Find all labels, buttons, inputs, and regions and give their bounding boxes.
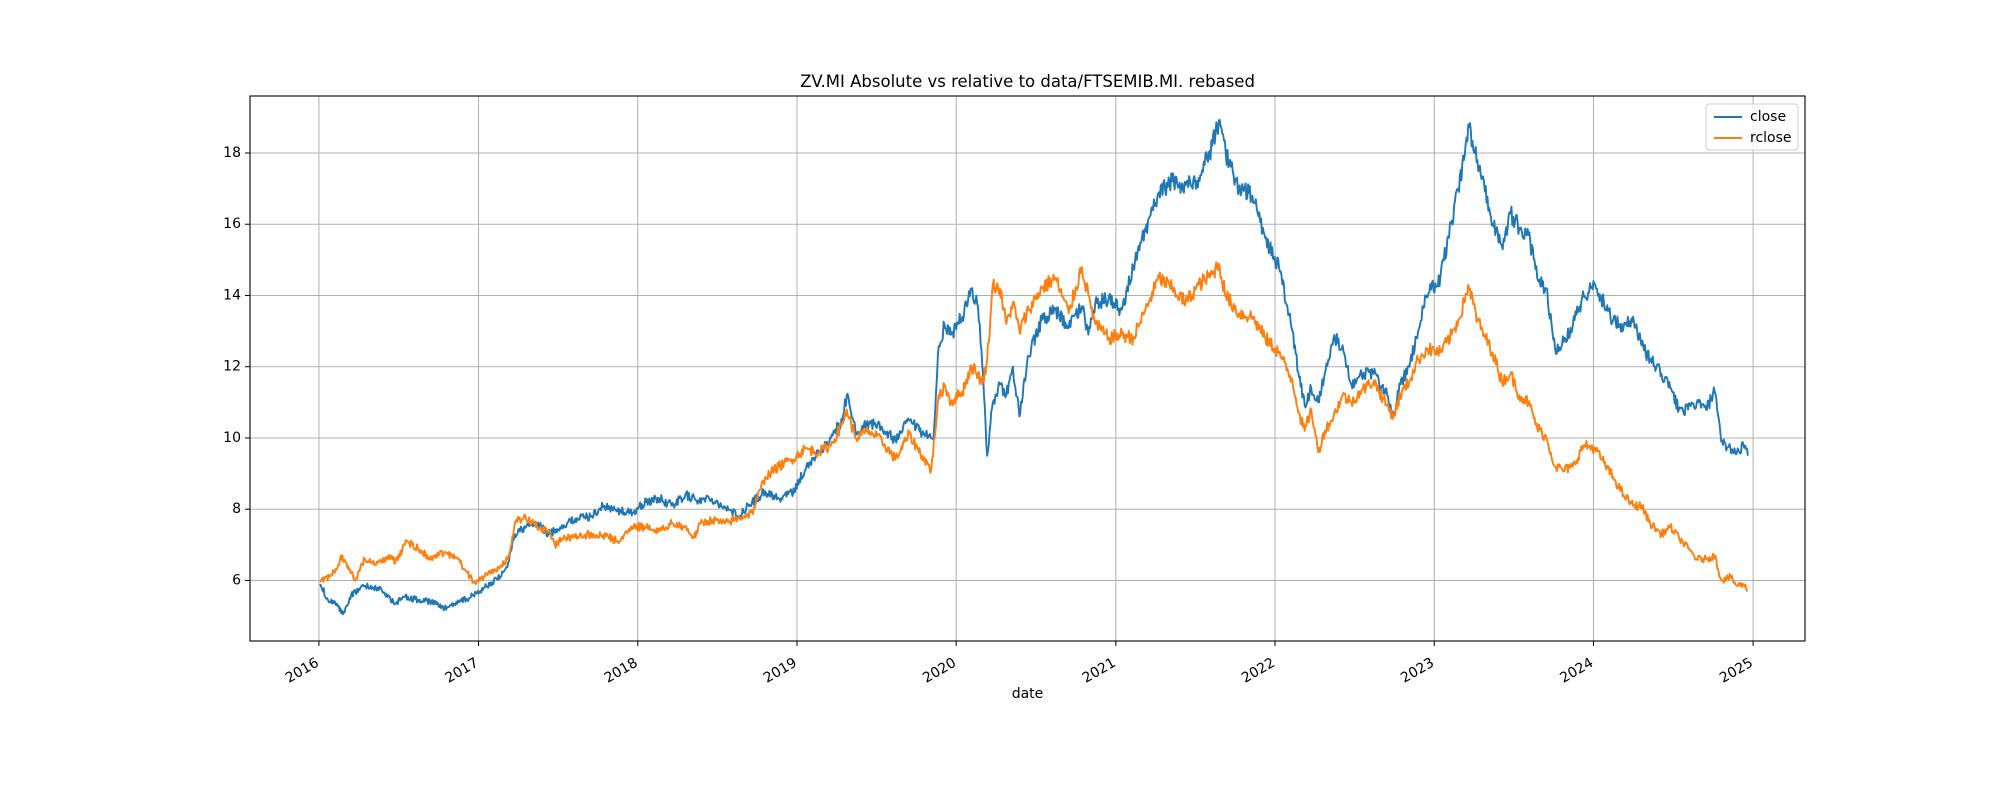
legend-label-rclose: rclose bbox=[1750, 130, 1792, 146]
y-tick-label: 16 bbox=[223, 216, 241, 232]
y-tick-label: 18 bbox=[223, 145, 241, 161]
y-tick-label: 12 bbox=[223, 359, 241, 375]
y-tick-label: 8 bbox=[232, 501, 241, 517]
series-line-rclose bbox=[319, 261, 1749, 593]
chart-title: ZV.MI Absolute vs relative to data/FTSEM… bbox=[800, 72, 1255, 91]
plot-series bbox=[319, 118, 1749, 616]
x-axis-label: date bbox=[1012, 686, 1044, 702]
y-tick-label: 14 bbox=[223, 287, 241, 303]
y-tick-label: 10 bbox=[223, 430, 241, 446]
plot-frame bbox=[249, 95, 1806, 642]
legend-label-close: close bbox=[1750, 109, 1786, 125]
series-line-close bbox=[319, 118, 1749, 616]
legend: close rclose bbox=[1705, 103, 1799, 151]
y-tick-label: 6 bbox=[232, 572, 241, 588]
